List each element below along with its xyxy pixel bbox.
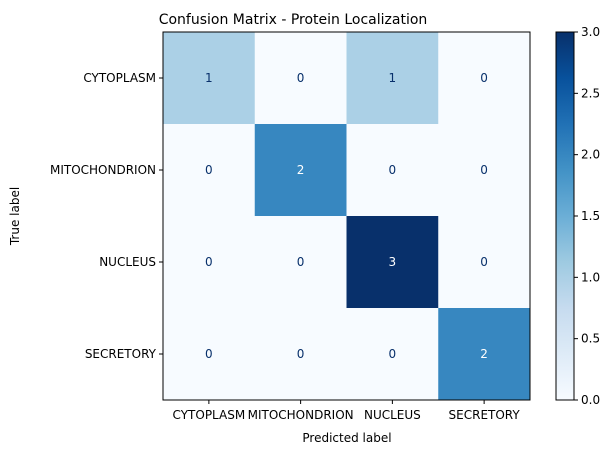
cell-value: 0 [205, 347, 213, 361]
cell-value: 0 [389, 163, 397, 177]
x-tick-label: NUCLEUS [364, 408, 421, 422]
heatmap-cell [438, 308, 531, 401]
y-tick-label: MITOCHONDRION [50, 163, 156, 177]
cell-value: 0 [297, 71, 305, 85]
cell-value: 2 [480, 347, 488, 361]
y-tick-label: NUCLEUS [99, 255, 156, 269]
heatmap-cell [254, 308, 347, 401]
heatmap-cell [163, 216, 256, 309]
cell-value: 0 [480, 71, 488, 85]
heatmap-cell [163, 308, 256, 401]
heatmap-cell [346, 124, 439, 217]
heatmap-cell [163, 32, 256, 125]
cell-value: 2 [297, 163, 305, 177]
y-tick-label: CYTOPLASM [83, 71, 156, 85]
colorbar [555, 31, 575, 401]
cell-value: 0 [297, 255, 305, 269]
cell-value: 0 [205, 163, 213, 177]
x-tick-label: SECRETORY [449, 408, 521, 422]
heatmap-cell [438, 216, 531, 309]
heatmap-cell [346, 308, 439, 401]
heatmap-cell [346, 32, 439, 125]
heatmap-cell [163, 124, 256, 217]
heatmap-cell [438, 32, 531, 125]
cell-value: 3 [389, 255, 397, 269]
cell-value: 0 [480, 255, 488, 269]
cell-value: 0 [389, 347, 397, 361]
colorbar-tick-label: 2.5 [581, 86, 600, 100]
x-tick-label: MITOCHONDRION [248, 408, 354, 422]
x-axis-label: Predicted label [302, 431, 391, 445]
plot-frame [162, 31, 531, 401]
heatmap-cells: 1 0 1 0 0 2 0 0 0 0 3 0 0 0 0 2 [163, 32, 531, 401]
cell-value: 1 [389, 71, 397, 85]
colorbar-ticks: 0.0 0.5 1.0 1.5 2.0 2.5 3.0 [574, 25, 600, 407]
chart-title: Confusion Matrix - Protein Localization [159, 12, 428, 28]
y-axis-label: True label [8, 187, 22, 246]
colorbar-tick-label: 0.0 [581, 393, 600, 407]
cell-value: 1 [205, 71, 213, 85]
heatmap-cell [346, 216, 439, 309]
x-tick-label: CYTOPLASM [173, 408, 246, 422]
cell-value: 0 [480, 163, 488, 177]
heatmap-cell [254, 32, 347, 125]
y-tick-label: SECRETORY [85, 347, 157, 361]
colorbar-tick-label: 1.0 [581, 270, 600, 284]
y-axis-ticks: CYTOPLASM MITOCHONDRION NUCLEUS SECRETORY [50, 71, 163, 361]
colorbar-tick-label: 1.5 [581, 209, 600, 223]
colorbar-tick-label: 2.0 [581, 148, 600, 162]
cell-value: 0 [205, 255, 213, 269]
cell-value: 0 [297, 347, 305, 361]
x-axis-ticks: CYTOPLASM MITOCHONDRION NUCLEUS SECRETORY [173, 400, 521, 422]
heatmap-cell [254, 216, 347, 309]
colorbar-tick-label: 0.5 [581, 332, 600, 346]
heatmap-cell [254, 124, 347, 217]
colorbar-tick-label: 3.0 [581, 25, 600, 39]
heatmap-cell [438, 124, 531, 217]
